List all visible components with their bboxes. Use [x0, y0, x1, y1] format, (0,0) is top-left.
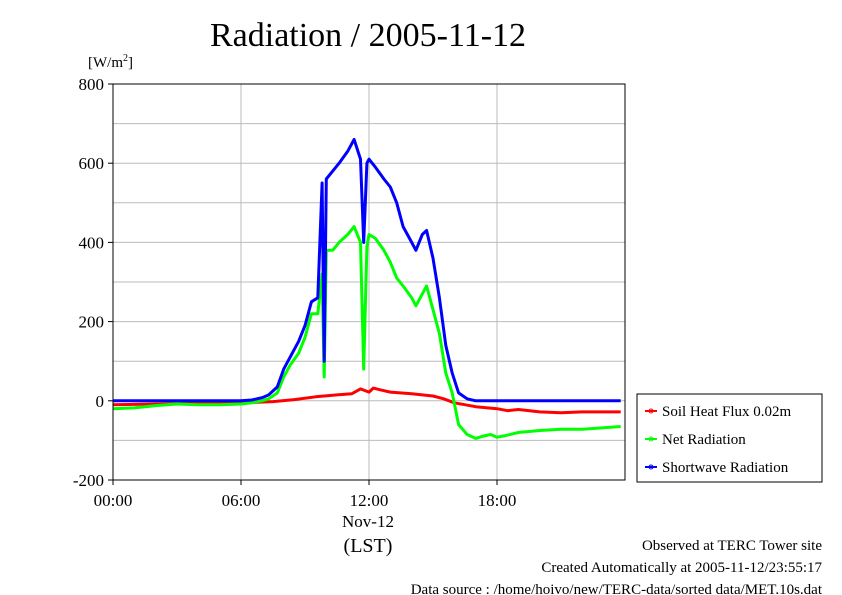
y-tick-label: 200	[79, 313, 105, 332]
x-tick-label: 06:00	[222, 491, 261, 510]
grid	[113, 84, 625, 480]
source-note: Data source : /home/hoivo/new/TERC-data/…	[411, 582, 823, 595]
legend-label: Shortwave Radiation	[662, 460, 789, 476]
axes: -200 0 200 400 600 800 00:00 06:00 12:00 18:00	[73, 75, 517, 510]
series-line-2	[112, 225, 621, 440]
y-tick-label: 400	[79, 233, 105, 252]
y-tick-label: -200	[73, 471, 104, 490]
legend: Soil Heat Flux 0.02m Net Radiation Shortwa…	[636, 393, 823, 483]
series-line-3	[113, 137, 621, 403]
created-note: Created Automatically at 2005-11-12/23:5…	[541, 560, 822, 576]
x-tick-label: 00:00	[94, 491, 133, 510]
site-note: Observed at TERC Tower site	[642, 538, 822, 554]
series-line-1	[112, 386, 621, 415]
legend-box	[636, 393, 823, 483]
y-tick-label: 0	[96, 392, 105, 411]
y-tick-label: 600	[79, 154, 105, 173]
series-group	[112, 137, 621, 440]
y-tick-label: 800	[79, 75, 105, 94]
y-axis-unit: [W/m2]	[88, 53, 133, 71]
legend-label: Soil Heat Flux 0.02m	[662, 404, 792, 420]
x-tick-label: 12:00	[350, 491, 389, 510]
legend-marker	[648, 408, 654, 414]
legend-label: Net Radiation	[662, 432, 746, 448]
legend-marker	[648, 436, 654, 442]
x-date-label: Nov-12	[342, 512, 394, 531]
plot-frame	[112, 83, 626, 481]
x-axis-unit: (LST)	[344, 535, 393, 557]
chart-title: Radiation / 2005-11-12	[210, 17, 526, 54]
x-tick-label: 18:00	[478, 491, 517, 510]
legend-marker	[648, 464, 654, 470]
